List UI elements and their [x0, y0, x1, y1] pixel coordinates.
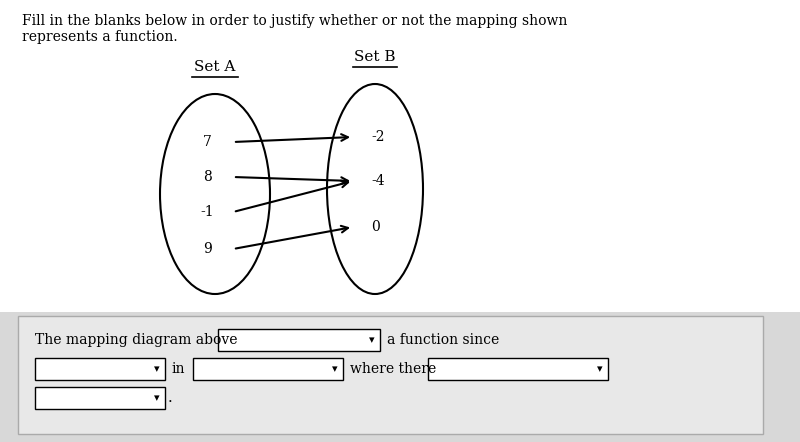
Text: ▾: ▾ [597, 364, 603, 374]
Ellipse shape [160, 94, 270, 294]
Text: .: . [168, 391, 173, 405]
Text: -2: -2 [371, 130, 385, 144]
Text: Set A: Set A [194, 60, 236, 74]
Text: The mapping diagram above: The mapping diagram above [35, 333, 238, 347]
Text: represents a function.: represents a function. [22, 30, 178, 44]
Text: ▾: ▾ [154, 393, 160, 403]
Text: ▾: ▾ [154, 364, 160, 374]
Bar [428, 358, 608, 380]
Text: ▾: ▾ [332, 364, 338, 374]
Text: 8: 8 [202, 170, 211, 184]
Ellipse shape [327, 84, 423, 294]
Text: ▾: ▾ [369, 335, 375, 345]
Text: in: in [171, 362, 185, 376]
Bar [193, 358, 343, 380]
Text: -1: -1 [200, 205, 214, 219]
Text: Set B: Set B [354, 50, 396, 64]
Bar [0, 0, 800, 312]
Bar [218, 329, 380, 351]
Text: a function since: a function since [387, 333, 499, 347]
Text: where there: where there [350, 362, 436, 376]
Text: 9: 9 [202, 242, 211, 256]
Text: 7: 7 [202, 135, 211, 149]
Bar [35, 387, 165, 409]
FancyBboxPatch shape [18, 316, 763, 434]
Text: Fill in the blanks below in order to justify whether or not the mapping shown: Fill in the blanks below in order to jus… [22, 14, 567, 28]
Text: 0: 0 [371, 220, 380, 234]
Text: -4: -4 [371, 174, 385, 188]
Bar [35, 358, 165, 380]
